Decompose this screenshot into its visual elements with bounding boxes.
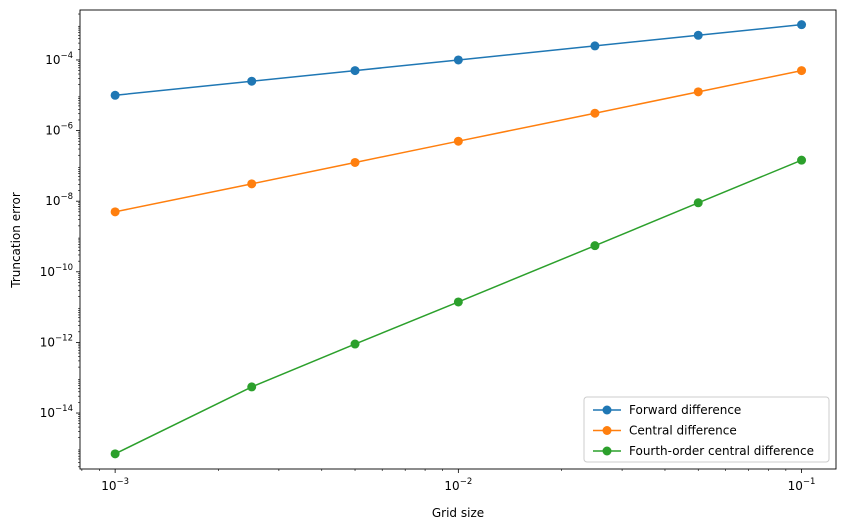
legend-marker: [602, 405, 612, 415]
data-point: [350, 157, 360, 167]
data-point: [797, 20, 807, 30]
data-point: [797, 66, 807, 76]
legend-item: Central difference: [593, 424, 737, 438]
legend-marker: [602, 426, 612, 435]
series-2: [110, 66, 807, 217]
series-1: [110, 20, 807, 100]
y-axis-label: Truncation error: [9, 192, 23, 289]
major-ticks: 10−3 10−2 10−1 10−14 10−12 10−10 10−8 10−6 10−4: [40, 51, 816, 493]
y-tick-label: 10−4: [45, 51, 73, 67]
legend-item: Forward difference: [593, 403, 741, 417]
x-axis-label: Grid size: [432, 506, 484, 520]
y-tick-label: 10−12: [40, 333, 73, 349]
data-point: [590, 241, 600, 251]
data-point: [453, 55, 463, 65]
data-point: [797, 155, 807, 165]
legend-label: Central difference: [629, 424, 737, 438]
data-point: [350, 66, 360, 76]
legend: Forward difference Central difference Four…: [583, 396, 830, 463]
series-3: [110, 155, 807, 459]
x-tick-label: 10−3: [101, 477, 129, 493]
data-point: [110, 90, 120, 100]
data-point: [590, 41, 600, 51]
legend-label: Fourth-order central difference: [629, 444, 814, 458]
series-layer: [110, 20, 807, 459]
data-point: [110, 207, 120, 217]
data-point: [453, 136, 463, 146]
data-point: [693, 87, 703, 97]
y-tick-label: 10−6: [45, 122, 73, 138]
data-point: [247, 179, 257, 189]
y-tick-label: 10−8: [45, 192, 73, 208]
y-tick-label: 10−10: [40, 263, 73, 279]
y-tick-label: 10−14: [40, 404, 73, 420]
data-point: [110, 449, 120, 459]
x-tick-label: 10−2: [444, 477, 472, 493]
data-point: [247, 382, 257, 392]
legend-item: Fourth-order central difference: [593, 444, 814, 458]
legend-marker: [602, 446, 612, 456]
data-point: [693, 30, 703, 40]
data-point: [693, 198, 703, 208]
legend-box: [583, 396, 830, 463]
data-point: [350, 339, 360, 349]
x-tick-label: 10−1: [788, 477, 816, 493]
legend-label: Forward difference: [629, 403, 741, 417]
data-point: [590, 108, 600, 118]
data-point: [453, 297, 463, 307]
plot-frame: [79, 9, 837, 470]
data-point: [247, 76, 257, 86]
